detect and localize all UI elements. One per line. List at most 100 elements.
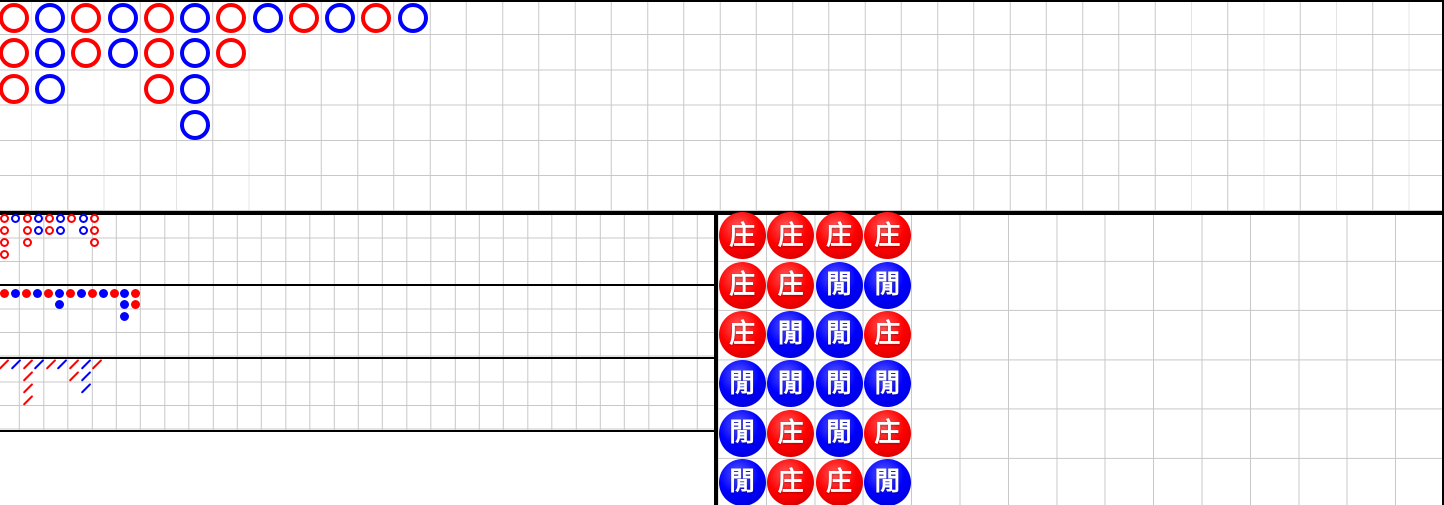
top-road-mark (35, 2, 66, 33)
big-road-mark-label: 庄 (874, 319, 901, 350)
small-road-mark (33, 225, 43, 235)
small-road-mark (44, 213, 54, 223)
big-road-mark: 閒 (718, 458, 766, 505)
top-road-mark (288, 2, 319, 33)
top-road-mark (252, 2, 283, 33)
big-road-mark-label: 庄 (729, 319, 756, 350)
main-divider-line (0, 211, 1444, 215)
small-road-mark (11, 213, 21, 223)
big-road-mark-label: 庄 (874, 220, 901, 251)
big-road-mark-label: 庄 (777, 220, 804, 251)
dots-road-mark (32, 288, 42, 298)
big-road-mark: 閒 (767, 360, 815, 408)
big-road-mark: 閒 (767, 310, 815, 358)
small-road-mark (67, 213, 77, 223)
small-road-mark (0, 225, 10, 235)
right-border-line (1441, 0, 1444, 505)
big-road-mark: 庄 (767, 409, 815, 457)
big-road-mark: 庄 (767, 261, 815, 309)
top-road-mark (107, 38, 138, 69)
big-road-mark: 閒 (863, 458, 911, 505)
dots-road-mark (54, 300, 64, 310)
small-road-mark (22, 225, 32, 235)
small-road-mark (89, 225, 99, 235)
dots-road-mark (120, 311, 130, 321)
big-road-mark: 庄 (863, 310, 911, 358)
small-road-mark (89, 213, 99, 223)
top-road-mark (35, 74, 66, 104)
big-road-mark: 閒 (718, 360, 766, 408)
big-road-mark: 庄 (767, 458, 815, 505)
big-road-mark: 閒 (718, 409, 766, 457)
big-road-mark-label: 庄 (777, 467, 804, 498)
middle-border-line (714, 211, 718, 505)
big-road-mark: 閒 (815, 360, 863, 408)
small-road-mark (0, 213, 10, 223)
small-road-mark (22, 213, 32, 223)
big-road-mark-label: 閒 (729, 368, 756, 399)
big-road-mark: 庄 (718, 212, 766, 260)
small-road-mark (0, 238, 10, 247)
top-road-mark (0, 2, 29, 33)
small-road-mark (33, 213, 43, 223)
dots-road-mark (65, 288, 75, 298)
dots-road-section (0, 286, 714, 357)
top-road-mark (361, 2, 392, 33)
big-road-mark: 庄 (718, 310, 766, 358)
top-road-mark (180, 109, 211, 140)
big-road-mark: 閒 (815, 409, 863, 457)
dots-road-mark (10, 288, 20, 298)
top-road-mark (216, 38, 247, 69)
big-road-mark-label: 閒 (874, 368, 901, 399)
top-road-mark (397, 2, 428, 33)
left-divider-line-1 (0, 283, 714, 286)
top-road-mark (180, 2, 211, 33)
big-road-mark: 庄 (718, 261, 766, 309)
big-road-mark: 閒 (815, 261, 863, 309)
top-road-mark (0, 38, 29, 69)
big-road-mark: 閒 (815, 310, 863, 358)
top-road-mark (180, 38, 211, 69)
dots-road-mark (131, 288, 141, 298)
big-road-mark: 庄 (815, 458, 863, 505)
top-road-mark (143, 38, 174, 69)
small-circle-road-section (0, 214, 714, 284)
big-road-mark: 閒 (863, 360, 911, 408)
small-road-mark (22, 238, 32, 247)
big-road-mark: 庄 (815, 212, 863, 260)
big-road-mark-label: 庄 (777, 418, 804, 448)
top-road-mark (180, 74, 211, 104)
dots-road-mark (0, 288, 9, 298)
left-divider-line-2 (0, 356, 714, 359)
big-road-mark-label: 庄 (825, 467, 852, 498)
big-road-mark-label: 庄 (825, 220, 852, 251)
big-road-mark-label: 庄 (729, 270, 756, 301)
big-road-mark-label: 閒 (729, 467, 756, 498)
big-road-mark-label: 閒 (825, 270, 852, 301)
slash-road-section (0, 359, 714, 430)
big-road-mark-label: 閒 (874, 270, 901, 301)
big-road-mark-label: 庄 (874, 418, 901, 448)
dots-road-mark (120, 288, 130, 298)
dots-road-mark (131, 300, 141, 310)
top-road-mark (35, 38, 66, 69)
top-road-mark (143, 74, 174, 104)
big-road-mark-label: 閒 (874, 467, 901, 498)
big-road-mark: 閒 (863, 261, 911, 309)
dots-road-mark (98, 288, 108, 298)
dots-road-mark (21, 288, 31, 298)
small-road-mark (78, 213, 88, 223)
top-road-mark (0, 74, 29, 104)
left-divider-line-3 (0, 429, 714, 432)
small-road-mark (78, 225, 88, 235)
small-road-mark (0, 250, 10, 260)
legend: 閒 - 庄 - (0, 432, 714, 505)
top-road-section (0, 0, 1444, 211)
small-road-mark (56, 225, 66, 235)
top-road-mark (143, 2, 174, 33)
dots-road-mark (87, 288, 97, 298)
big-road-mark-label: 庄 (729, 220, 756, 251)
big-road-mark-label: 閒 (825, 418, 852, 448)
big-road-mark-label: 閒 (825, 319, 852, 350)
